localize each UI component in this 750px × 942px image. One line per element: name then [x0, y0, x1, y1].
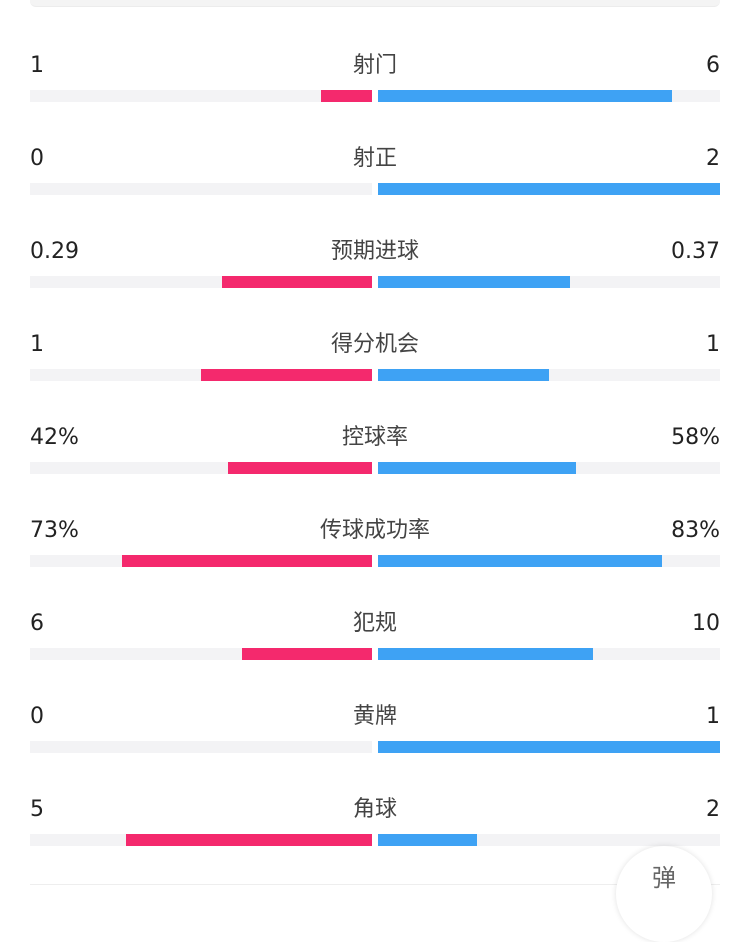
home-value: 5	[30, 797, 44, 822]
home-value: 1	[30, 53, 44, 78]
home-bar-track	[30, 276, 372, 288]
away-bar-fill	[378, 462, 576, 474]
home-bar-fill	[228, 462, 372, 474]
away-value: 58%	[671, 425, 720, 450]
away-bar-track	[378, 369, 720, 381]
home-bar-track	[30, 462, 372, 474]
stat-row: 1 得分机会 1	[30, 327, 720, 387]
stat-name: 黄牌	[352, 704, 397, 729]
away-value: 2	[706, 146, 720, 171]
away-bar-fill	[378, 276, 570, 288]
away-bar-track	[378, 555, 720, 567]
away-bar-fill	[378, 369, 549, 381]
home-value: 42%	[30, 425, 79, 450]
away-bar-fill	[378, 183, 720, 195]
away-bar-track	[378, 834, 720, 846]
stat-name: 得分机会	[330, 332, 419, 357]
home-value: 73%	[30, 518, 79, 543]
stat-name: 犯规	[352, 611, 397, 636]
home-bar-track	[30, 741, 372, 753]
home-value: 0	[30, 146, 44, 171]
danmaku-button[interactable]: 弹	[616, 846, 712, 942]
away-value: 0.37	[671, 239, 720, 264]
home-bar-track	[30, 648, 372, 660]
stat-name: 角球	[352, 797, 397, 822]
stat-row: 1 射门 6	[30, 48, 720, 108]
stat-name: 控球率	[341, 425, 408, 450]
away-bar-track	[378, 183, 720, 195]
away-value: 2	[706, 797, 720, 822]
away-bar-track	[378, 741, 720, 753]
stat-row: 0.29 预期进球 0.37	[30, 234, 720, 294]
stat-row: 0 黄牌 1	[30, 699, 720, 759]
home-value: 0	[30, 704, 44, 729]
home-bar-fill	[242, 648, 372, 660]
away-value: 10	[692, 611, 720, 636]
home-bar-track	[30, 90, 372, 102]
away-bar-track	[378, 462, 720, 474]
home-bar-fill	[201, 369, 372, 381]
away-bar-track	[378, 276, 720, 288]
home-value: 0.29	[30, 239, 79, 264]
away-bar-fill	[378, 648, 593, 660]
stat-row: 42% 控球率 58%	[30, 420, 720, 480]
stat-row: 0 射正 2	[30, 141, 720, 201]
top-card-edge	[30, 0, 720, 7]
away-value: 1	[706, 332, 720, 357]
home-value: 6	[30, 611, 44, 636]
away-value: 83%	[671, 518, 720, 543]
home-value: 1	[30, 332, 44, 357]
home-bar-fill	[222, 276, 372, 288]
stat-name: 传球成功率	[319, 518, 430, 543]
away-bar-fill	[378, 741, 720, 753]
away-bar-fill	[378, 555, 662, 567]
home-bar-fill	[126, 834, 372, 846]
stat-row: 5 角球 2	[30, 792, 720, 852]
bottom-divider	[30, 884, 720, 885]
stat-row: 6 犯规 10	[30, 606, 720, 666]
home-bar-track	[30, 555, 372, 567]
away-bar-fill	[378, 834, 477, 846]
home-bar-fill	[321, 90, 372, 102]
home-bar-fill	[122, 555, 372, 567]
away-bar-track	[378, 648, 720, 660]
home-bar-track	[30, 183, 372, 195]
away-bar-fill	[378, 90, 672, 102]
away-bar-track	[378, 90, 720, 102]
away-value: 6	[706, 53, 720, 78]
stat-row: 73% 传球成功率 83%	[30, 513, 720, 573]
stat-name: 射正	[352, 146, 397, 171]
home-bar-track	[30, 369, 372, 381]
stat-name: 射门	[352, 53, 397, 78]
home-bar-track	[30, 834, 372, 846]
stat-name: 预期进球	[330, 239, 419, 264]
away-value: 1	[706, 704, 720, 729]
